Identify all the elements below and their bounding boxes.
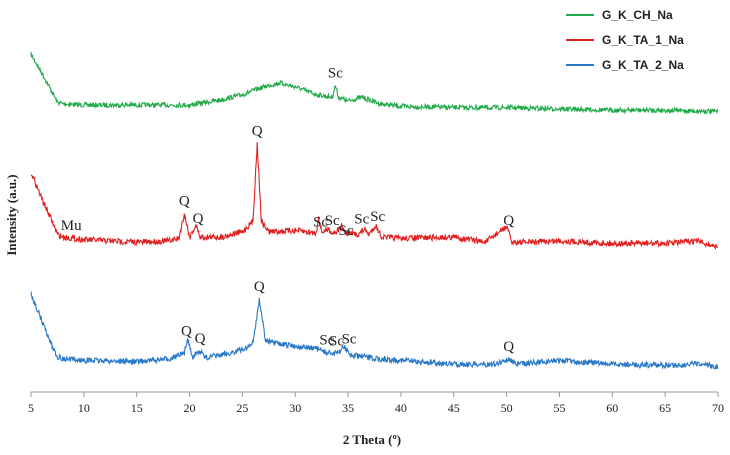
peak-label: Q: [503, 213, 514, 229]
peak-label: Mu: [61, 218, 82, 234]
legend-label: G_K_TA_1_Na: [602, 33, 684, 47]
x-axis-title: 2 Theta (º): [343, 432, 401, 447]
legend-label: G_K_CH_Na: [602, 8, 673, 22]
peak-label: Sc: [354, 211, 369, 227]
x-tick-label: 10: [78, 401, 90, 415]
peak-label: Q: [195, 331, 206, 347]
peak-label: Q: [254, 279, 265, 295]
series-line-1: [30, 51, 719, 116]
x-tick-label: 25: [236, 401, 248, 415]
peak-label: Sc: [319, 333, 334, 349]
y-axis-title: Intensity (a.u.): [4, 174, 19, 255]
peak-label: Sc: [313, 215, 328, 231]
peak-label: Sc: [370, 209, 385, 225]
peak-label: Sc: [328, 66, 343, 82]
x-tick-label: 20: [184, 401, 196, 415]
peak-label: Q: [193, 211, 204, 227]
legend: G_K_CH_Na G_K_TA_1_Na G_K_TA_2_Na: [566, 8, 684, 72]
peak-label: Q: [252, 123, 263, 139]
legend-label: G_K_TA_2_Na: [602, 58, 684, 72]
peak-label: Sc: [339, 223, 354, 239]
x-axis-ticks: 5 10 15 20 25 30 35 40 45 50 55 60 65 70: [28, 392, 724, 415]
series-line-3: [30, 291, 719, 371]
x-tick-label: 60: [606, 401, 618, 415]
x-tick-label: 70: [712, 401, 724, 415]
series-layer: [30, 51, 719, 371]
x-tick-label: 50: [501, 401, 513, 415]
x-tick-label: 30: [289, 401, 301, 415]
x-tick-label: 45: [448, 401, 460, 415]
series-line-2: [30, 142, 719, 250]
peak-label: Sc: [329, 334, 344, 350]
peak-label: Q: [179, 194, 190, 210]
peak-label: Sc: [325, 213, 340, 229]
x-tick-label: 40: [395, 401, 407, 415]
peak-label: Q: [181, 323, 192, 339]
x-tick-label: 55: [553, 401, 565, 415]
peak-label: Sc: [342, 332, 357, 348]
x-tick-label: 15: [131, 401, 143, 415]
peak-label: Q: [503, 339, 514, 355]
x-tick-label: 5: [28, 401, 34, 415]
x-tick-label: 35: [342, 401, 354, 415]
x-tick-label: 65: [659, 401, 671, 415]
